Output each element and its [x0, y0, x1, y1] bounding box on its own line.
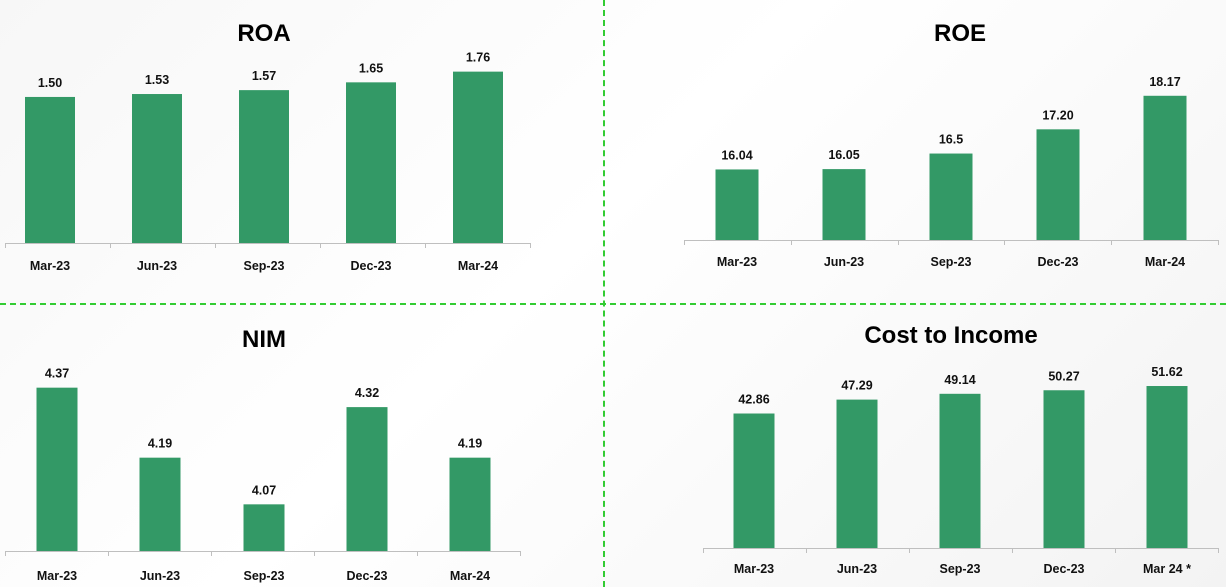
x-tick-label: Mar-23	[734, 562, 774, 576]
x-tick-label: Jun-23	[140, 569, 180, 583]
bar	[1043, 390, 1085, 548]
bar	[239, 90, 289, 243]
bar	[25, 96, 75, 244]
x-tick-label: Sep-23	[244, 569, 285, 583]
data-label: 50.27	[1048, 369, 1079, 383]
data-label: 16.04	[721, 148, 752, 162]
bar	[449, 457, 491, 551]
data-label: 16.5	[939, 133, 963, 147]
chart-cost-to-income: Cost to Income 42.86 47.29 49.14 50.27 51.62 M…	[703, 322, 1219, 576]
data-label: 1.50	[38, 76, 62, 90]
bar	[346, 407, 388, 551]
x-tick-label: Jun-23	[824, 255, 864, 269]
bar	[715, 169, 759, 240]
x-tick-label: Sep-23	[244, 259, 285, 273]
bar	[36, 387, 78, 551]
x-tick-label: Jun-23	[837, 562, 877, 576]
chart-roa: ROA 1.50 1.53 1.57 1.65 1.76 Mar-23 Jun-23 Sep-2…	[5, 20, 531, 273]
bar	[836, 399, 878, 548]
x-tick-label: Sep-23	[931, 255, 972, 269]
data-label: 4.07	[252, 483, 276, 497]
data-label: 18.17	[1149, 75, 1180, 89]
bar	[1143, 95, 1187, 240]
data-label: 42.86	[738, 393, 769, 407]
horizontal-divider	[0, 303, 1226, 305]
bar	[733, 413, 775, 548]
x-tick-label: Mar-24	[458, 259, 498, 273]
x-tick-label: Dec-23	[347, 569, 388, 583]
bar	[139, 457, 181, 551]
bar	[822, 169, 866, 240]
bar	[939, 393, 981, 548]
x-tick-label: Dec-23	[351, 259, 392, 273]
bar	[453, 71, 503, 243]
data-label: 1.76	[466, 51, 490, 65]
x-tick-label: Mar 24 *	[1143, 562, 1191, 576]
data-label: 47.29	[841, 379, 872, 393]
x-tick-label: Mar-23	[717, 255, 757, 269]
chart-title: NIM	[242, 326, 286, 353]
x-tick-label: Mar-23	[30, 259, 70, 273]
x-tick-label: Mar-23	[37, 569, 77, 583]
data-label: 17.20	[1042, 108, 1073, 122]
chart-title: ROE	[934, 20, 986, 47]
chart-roe: ROE 16.04 16.05 16.5 17.20 18.17 Mar-23 Jun-23 S…	[684, 20, 1219, 269]
bar	[1036, 129, 1080, 240]
bar	[929, 153, 973, 240]
data-label: 49.14	[944, 373, 975, 387]
data-label: 4.19	[148, 437, 172, 451]
bar	[132, 94, 182, 244]
data-label: 4.19	[458, 437, 482, 451]
vertical-divider	[603, 0, 605, 587]
bar	[346, 82, 396, 243]
data-label: 4.32	[355, 386, 379, 400]
data-label: 4.37	[45, 367, 69, 381]
x-tick-label: Mar-24	[1145, 255, 1185, 269]
x-tick-label: Jun-23	[137, 259, 177, 273]
x-tick-label: Mar-24	[450, 569, 490, 583]
chart-nim: NIM 4.37 4.19 4.07 4.32 4.19 Mar-23 Jun-23 Sep-2…	[5, 326, 521, 583]
data-label: 1.53	[145, 73, 169, 87]
data-label: 51.62	[1151, 365, 1182, 379]
data-label: 1.65	[359, 61, 383, 75]
data-label: 1.57	[252, 69, 276, 83]
bar	[1146, 386, 1188, 548]
bar	[243, 504, 285, 551]
chart-title: Cost to Income	[864, 322, 1037, 349]
x-tick-label: Dec-23	[1044, 562, 1085, 576]
data-label: 16.05	[828, 148, 859, 162]
x-tick-label: Sep-23	[940, 562, 981, 576]
chart-title: ROA	[237, 20, 290, 47]
x-tick-label: Dec-23	[1038, 255, 1079, 269]
